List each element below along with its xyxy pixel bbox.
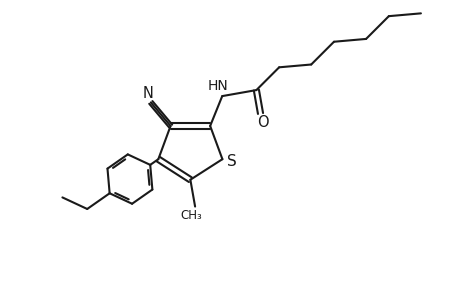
Text: N: N [142,86,153,101]
Text: CH₃: CH₃ [180,209,202,222]
Text: HN: HN [207,79,228,93]
Text: S: S [227,154,237,169]
Text: O: O [256,115,268,130]
